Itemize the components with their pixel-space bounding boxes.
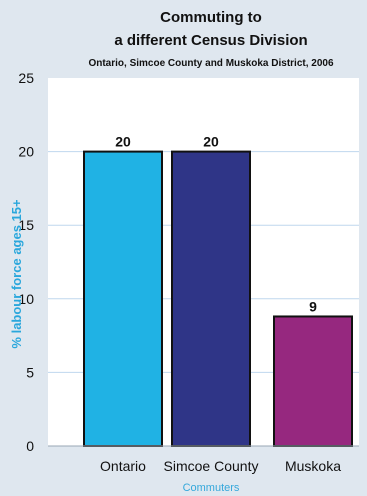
x-axis-label: Commuters [183,482,240,494]
y-tick-label: 20 [18,144,34,160]
y-tick-label: 15 [18,217,34,233]
chart-title-line-1: Commuting to [160,9,262,26]
bar-simcoe-county [171,150,251,447]
data-label: 20 [203,134,219,150]
chart-title-line-2: a different Census Division [114,32,307,49]
y-tick-label: 5 [26,364,34,380]
y-tick-label: 25 [18,70,34,86]
x-tick-label: Ontario [100,458,146,474]
bar-muskoka [273,315,353,447]
data-label: 20 [115,134,131,150]
chart-subtitle: Ontario, Simcoe County and Muskoka Distr… [88,58,334,69]
y-tick-label: 10 [18,291,34,307]
x-tick-label: Muskoka [285,458,341,474]
y-axis-label: % labour force ages 15+ [9,199,24,349]
x-tick-label: Simcoe County [164,458,259,474]
y-tick-label: 0 [26,438,34,454]
data-label: 9 [309,298,317,314]
bar-ontario [83,150,163,447]
